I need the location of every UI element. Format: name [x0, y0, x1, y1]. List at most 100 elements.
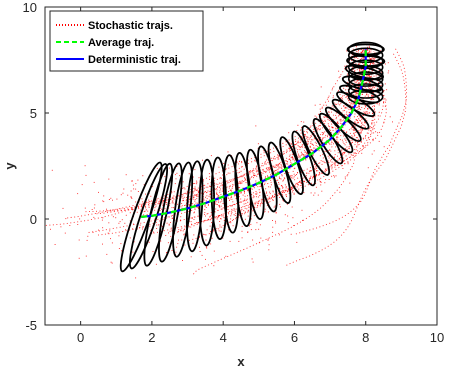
stochastic-point [180, 229, 182, 231]
stochastic-point [338, 141, 339, 143]
stochastic-point [339, 191, 341, 193]
stochastic-point [274, 193, 276, 195]
stochastic-point [354, 57, 356, 59]
stochastic-point [198, 190, 200, 192]
stochastic-point [213, 230, 215, 232]
stochastic-point [351, 126, 353, 128]
stochastic-point [132, 184, 134, 186]
stochastic-point [347, 163, 349, 165]
stochastic-point [85, 255, 87, 257]
stochastic-point [310, 142, 312, 144]
stochastic-point [165, 210, 167, 212]
stochastic-point [357, 144, 359, 146]
stochastic-point [190, 256, 192, 258]
stochastic-point [383, 101, 385, 103]
deterministic-trajectory-line [141, 49, 367, 218]
uncertainty-ellipse [347, 71, 384, 87]
stochastic-point [355, 46, 357, 48]
stochastic-point [171, 202, 173, 204]
stochastic-point [370, 51, 372, 53]
stochastic-point [196, 194, 198, 196]
stochastic-point [277, 168, 279, 170]
stochastic-point [182, 230, 184, 232]
stochastic-point [148, 241, 150, 243]
x-tick-label: 4 [220, 330, 227, 345]
stochastic-point [145, 193, 146, 195]
stochastic-point [339, 158, 340, 160]
stochastic-point [274, 172, 276, 174]
stochastic-point [292, 157, 294, 159]
stochastic-point [334, 150, 336, 152]
stochastic-point [184, 244, 186, 246]
stochastic-point [285, 187, 287, 189]
stochastic-point [358, 106, 360, 108]
stochastic-point [214, 177, 216, 179]
stochastic-point [201, 254, 203, 256]
stochastic-point [197, 195, 199, 197]
stochastic-point [264, 208, 266, 210]
stochastic-point [241, 182, 243, 184]
stochastic-point [356, 80, 358, 82]
stochastic-point [132, 209, 133, 211]
stochastic-point [214, 188, 216, 190]
stochastic-point [241, 225, 243, 227]
stochastic-point [186, 203, 187, 205]
stochastic-point [286, 203, 288, 205]
stochastic-point [208, 173, 210, 175]
stochastic-point [374, 111, 376, 113]
stochastic-point [343, 135, 345, 137]
stochastic-point [218, 204, 220, 206]
stochastic-point [193, 188, 195, 189]
stochastic-point [325, 116, 327, 118]
stochastic-point [142, 175, 144, 177]
stochastic-point [240, 201, 242, 203]
stochastic-point [388, 70, 390, 72]
stochastic-point [172, 196, 174, 198]
stochastic-point [93, 207, 95, 209]
stochastic-point [320, 181, 321, 183]
stochastic-point [112, 199, 113, 201]
stochastic-point [373, 150, 375, 152]
stochastic-point [171, 230, 173, 232]
stochastic-point [282, 166, 284, 168]
stochastic-point [280, 166, 282, 168]
stochastic-point [225, 168, 227, 170]
stochastic-point [230, 196, 232, 198]
stochastic-point [369, 127, 371, 129]
stochastic-point [283, 200, 285, 202]
stochastic-point [282, 199, 284, 201]
stochastic-point [121, 250, 122, 252]
stochastic-point [359, 86, 361, 87]
stochastic-point [168, 224, 170, 226]
stochastic-point [267, 175, 268, 177]
stochastic-point [367, 167, 369, 169]
stochastic-point [344, 176, 346, 178]
stochastic-point [230, 205, 232, 207]
stochastic-point [339, 76, 341, 77]
stochastic-point [292, 190, 294, 191]
stochastic-point [281, 185, 283, 186]
stochastic-point [219, 224, 221, 226]
stochastic-point [378, 102, 380, 104]
stochastic-point [310, 170, 312, 172]
stochastic-point [361, 107, 363, 108]
stochastic-point [198, 192, 199, 193]
stochastic-point [256, 222, 258, 224]
stochastic-point [244, 195, 246, 197]
stochastic-point [205, 207, 207, 208]
stochastic-point [291, 145, 293, 147]
stochastic-point [150, 230, 152, 232]
stochastic-point [250, 229, 252, 231]
stochastic-point [315, 186, 317, 188]
stochastic-point [297, 172, 298, 173]
stochastic-point [103, 201, 105, 203]
stochastic-point [136, 228, 138, 230]
stochastic-point [219, 177, 221, 179]
stochastic-point [373, 59, 375, 61]
stochastic-point [360, 68, 362, 70]
stochastic-point [166, 202, 168, 204]
stochastic-point [273, 206, 275, 208]
stochastic-point [209, 193, 211, 195]
stochastic-point [244, 178, 246, 180]
stochastic-point [347, 75, 349, 76]
